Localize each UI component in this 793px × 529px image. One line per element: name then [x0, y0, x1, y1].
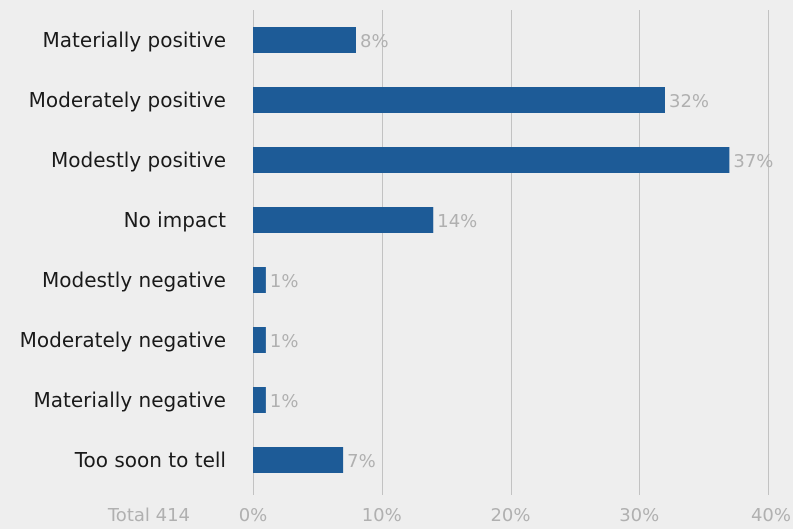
category-label-modestly-positive: Modestly positive	[51, 148, 226, 172]
gridlines	[253, 10, 769, 495]
bar-materially-negative	[253, 387, 266, 413]
value-label-moderately-negative: 1%	[270, 331, 299, 352]
tick-label-30pct: 30%	[619, 505, 659, 526]
value-label-no-impact: 14%	[437, 211, 477, 232]
tick-label-10pct: 10%	[362, 505, 402, 526]
value-labels: 8% 32% 37% 14% 1% 1% 1% 7%	[270, 31, 774, 472]
bar-modestly-negative	[253, 267, 266, 293]
tick-label-0pct: 0%	[239, 505, 268, 526]
bar-moderately-positive	[253, 87, 665, 113]
value-label-materially-negative: 1%	[270, 391, 299, 412]
category-label-moderately-negative: Moderately negative	[20, 328, 226, 352]
tick-label-40pct: 40%	[751, 505, 791, 526]
bar-materially-positive	[253, 27, 356, 53]
bar-too-soon-to-tell	[253, 447, 344, 473]
value-label-materially-positive: 8%	[360, 31, 389, 52]
category-labels: Materially positive Moderately positive Mo…	[20, 28, 226, 472]
category-label-materially-negative: Materially negative	[34, 388, 226, 412]
bar-moderately-negative	[253, 327, 266, 353]
bar-no-impact	[253, 207, 434, 233]
category-label-no-impact: No impact	[124, 208, 227, 232]
bar-modestly-positive	[253, 147, 730, 173]
category-label-modestly-negative: Modestly negative	[42, 268, 226, 292]
value-label-modestly-positive: 37%	[733, 151, 773, 172]
value-label-modestly-negative: 1%	[270, 271, 299, 292]
bars	[253, 27, 730, 473]
tick-label-20pct: 20%	[490, 505, 530, 526]
value-label-too-soon-to-tell: 7%	[347, 451, 376, 472]
category-label-moderately-positive: Moderately positive	[29, 88, 226, 112]
value-label-moderately-positive: 32%	[669, 91, 709, 112]
category-label-materially-positive: Materially positive	[43, 28, 226, 52]
total-label: Total 414	[107, 505, 190, 526]
category-label-too-soon-to-tell: Too soon to tell	[74, 448, 226, 472]
x-axis-ticks: 0% 10% 20% 30% 40% Total 414	[107, 505, 791, 526]
